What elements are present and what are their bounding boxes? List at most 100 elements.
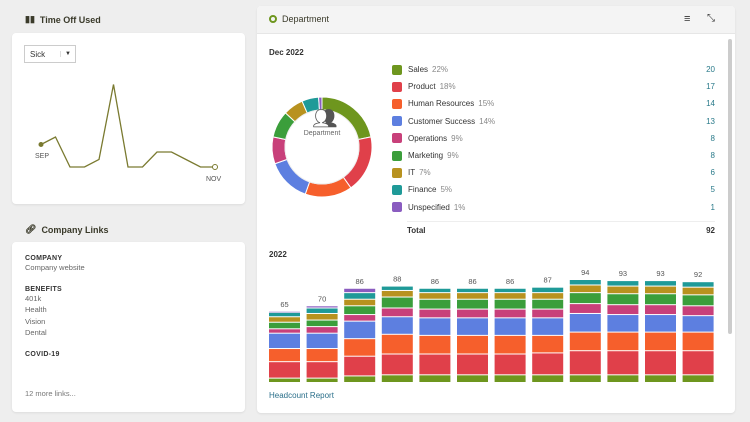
- bar-segment[interactable]: [344, 299, 376, 306]
- bar-segment[interactable]: [419, 375, 451, 382]
- bar-segment[interactable]: [645, 305, 676, 315]
- bar-segment[interactable]: [569, 293, 601, 304]
- legend-item[interactable]: Finance 5% 5: [392, 181, 715, 198]
- bar-segment[interactable]: [532, 309, 564, 318]
- bar-segment[interactable]: [344, 288, 376, 293]
- bar-segment[interactable]: [306, 320, 338, 327]
- bar-segment[interactable]: [457, 288, 488, 293]
- bar-segment[interactable]: [607, 286, 639, 294]
- bar-segment[interactable]: [494, 309, 526, 318]
- legend-item[interactable]: Unspecified 1% 1: [392, 199, 715, 216]
- bar-segment[interactable]: [645, 286, 676, 294]
- bar-segment[interactable]: [457, 318, 488, 335]
- bar-segment[interactable]: [645, 281, 676, 286]
- bar-segment[interactable]: [457, 335, 488, 354]
- bar-segment[interactable]: [381, 375, 413, 382]
- bar-segment[interactable]: [419, 288, 451, 293]
- bar-segment[interactable]: [306, 306, 338, 308]
- bar-segment[interactable]: [645, 294, 676, 305]
- bar-segment[interactable]: [381, 308, 413, 317]
- bar-segment[interactable]: [344, 293, 376, 299]
- bar-segment[interactable]: [607, 315, 639, 332]
- bar-segment[interactable]: [381, 317, 413, 334]
- bar-segment[interactable]: [645, 351, 676, 375]
- legend-item[interactable]: Operations 9% 8: [392, 130, 715, 147]
- bar-segment[interactable]: [306, 308, 338, 313]
- company-link[interactable]: Vision: [25, 316, 46, 326]
- bar-segment[interactable]: [494, 288, 526, 293]
- bar-segment[interactable]: [381, 290, 413, 297]
- bar-segment[interactable]: [306, 333, 338, 349]
- bar-segment[interactable]: [569, 313, 601, 332]
- headcount-report-link[interactable]: Headcount Report: [269, 391, 334, 400]
- bar-segment[interactable]: [457, 299, 488, 309]
- bar-segment[interactable]: [419, 309, 451, 318]
- bar-segment[interactable]: [419, 354, 451, 375]
- menu-icon[interactable]: ≡: [684, 13, 691, 25]
- bar-segment[interactable]: [682, 282, 714, 287]
- bar-segment[interactable]: [569, 304, 601, 313]
- bar-segment[interactable]: [306, 378, 338, 382]
- bar-segment[interactable]: [344, 376, 376, 382]
- collapse-icon[interactable]: ⤡: [707, 13, 715, 24]
- bar-segment[interactable]: [569, 351, 601, 375]
- bar-segment[interactable]: [569, 332, 601, 351]
- bar-segment[interactable]: [569, 280, 601, 285]
- legend-item[interactable]: IT 7% 6: [392, 164, 715, 181]
- bar-segment[interactable]: [269, 329, 300, 333]
- legend-item[interactable]: Marketing 9% 8: [392, 147, 715, 164]
- bar-segment[interactable]: [682, 306, 714, 316]
- bar-segment[interactable]: [607, 375, 639, 382]
- legend-item[interactable]: Customer Success 14% 13: [392, 113, 715, 130]
- bar-segment[interactable]: [457, 293, 488, 299]
- bar-segment[interactable]: [344, 321, 376, 339]
- bar-segment[interactable]: [645, 375, 676, 382]
- bar-segment[interactable]: [607, 305, 639, 315]
- bar-segment[interactable]: [344, 356, 376, 376]
- bar-segment[interactable]: [494, 318, 526, 335]
- bar-segment[interactable]: [419, 318, 451, 335]
- bar-segment[interactable]: [494, 293, 526, 299]
- legend-item[interactable]: Human Resources 15% 14: [392, 95, 715, 112]
- bar-segment[interactable]: [682, 332, 714, 351]
- bar-segment[interactable]: [494, 354, 526, 375]
- bar-segment[interactable]: [306, 362, 338, 378]
- bar-segment[interactable]: [532, 335, 564, 353]
- bar-segment[interactable]: [532, 287, 564, 293]
- bar-segment[interactable]: [269, 311, 300, 313]
- bar-segment[interactable]: [682, 287, 714, 295]
- bar-segment[interactable]: [569, 285, 601, 293]
- bar-segment[interactable]: [419, 293, 451, 299]
- bar-segment[interactable]: [682, 316, 714, 332]
- bar-segment[interactable]: [381, 354, 413, 375]
- legend-item[interactable]: Sales 22% 20: [392, 61, 715, 78]
- bar-segment[interactable]: [457, 354, 488, 375]
- more-links[interactable]: 12 more links...: [25, 389, 76, 398]
- bar-segment[interactable]: [607, 294, 639, 305]
- bar-segment[interactable]: [269, 317, 300, 322]
- bar-segment[interactable]: [269, 322, 300, 329]
- bar-segment[interactable]: [682, 295, 714, 306]
- company-link[interactable]: Company website: [25, 263, 85, 272]
- bar-segment[interactable]: [607, 281, 639, 286]
- legend-item[interactable]: Product 18% 17: [392, 78, 715, 95]
- bar-segment[interactable]: [306, 349, 338, 362]
- bar-segment[interactable]: [532, 299, 564, 309]
- bar-segment[interactable]: [269, 333, 300, 349]
- company-link[interactable]: 401k: [25, 293, 42, 303]
- bar-segment[interactable]: [532, 293, 564, 299]
- bar-segment[interactable]: [682, 375, 714, 382]
- bar-segment[interactable]: [306, 327, 338, 333]
- bar-segment[interactable]: [607, 332, 639, 351]
- bar-segment[interactable]: [682, 351, 714, 375]
- bar-segment[interactable]: [344, 315, 376, 321]
- company-link[interactable]: Health: [25, 305, 47, 314]
- bar-segment[interactable]: [269, 378, 300, 382]
- bar-segment[interactable]: [306, 313, 338, 320]
- bar-segment[interactable]: [457, 375, 488, 382]
- bar-segment[interactable]: [532, 318, 564, 335]
- leave-type-select[interactable]: Sick ▼: [24, 45, 76, 63]
- bar-segment[interactable]: [269, 312, 300, 317]
- bar-segment[interactable]: [494, 335, 526, 354]
- bar-segment[interactable]: [645, 332, 676, 351]
